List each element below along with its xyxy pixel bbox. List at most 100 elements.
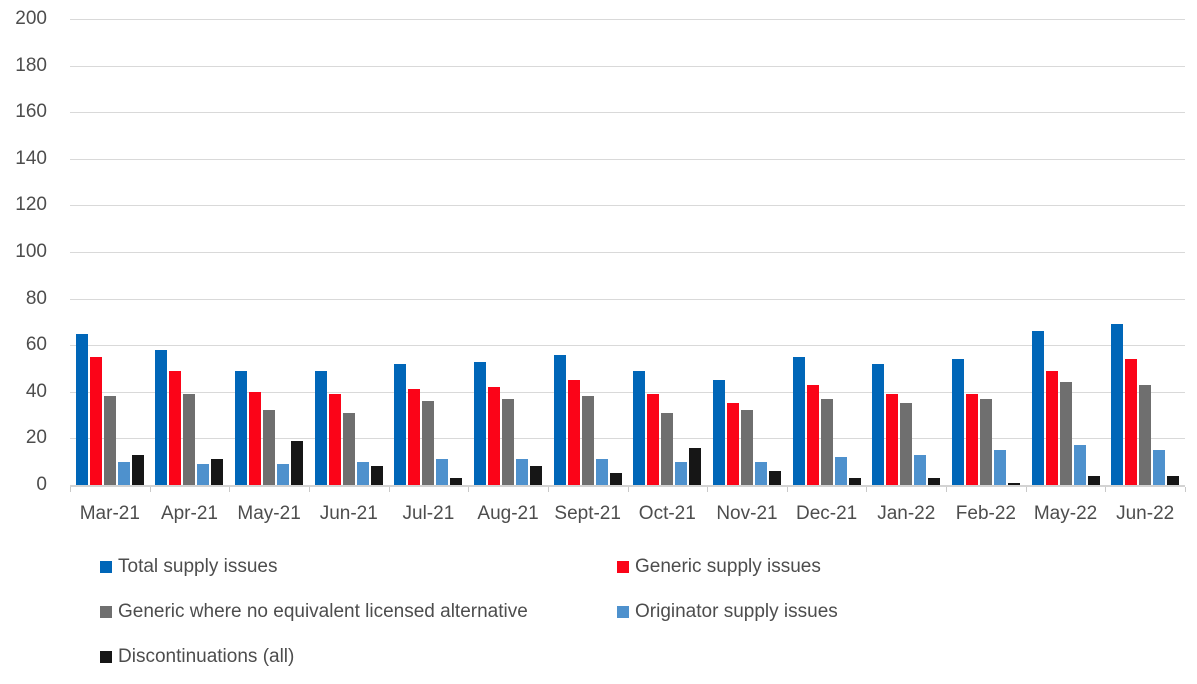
- bar: [211, 459, 224, 485]
- bar: [689, 448, 702, 485]
- y-tick-label: 120: [15, 194, 47, 216]
- legend-label: Originator supply issues: [635, 601, 838, 622]
- y-tick-label: 200: [15, 8, 47, 29]
- bar: [277, 464, 290, 485]
- x-axis-tick: [150, 487, 151, 492]
- y-tick-label: 140: [15, 147, 47, 169]
- y-tick-label: 40: [25, 380, 47, 402]
- x-axis-tick: [707, 487, 708, 492]
- bar: [488, 387, 501, 485]
- bar: [530, 466, 543, 485]
- gridline: [70, 19, 1185, 20]
- x-tick-label: Jun-21: [319, 503, 378, 524]
- bar-group: [1026, 19, 1106, 485]
- bar: [567, 380, 580, 485]
- bar: [661, 413, 674, 485]
- legend-label: Total supply issues: [118, 556, 278, 577]
- bar-group: [70, 19, 150, 485]
- x-tick-label: Feb-22: [955, 503, 1016, 524]
- bar: [993, 450, 1006, 485]
- x-tick-label: Dec-21: [795, 503, 858, 524]
- bar: [633, 371, 646, 485]
- legend-label: Discontinuations (all): [118, 646, 295, 667]
- gridline: [70, 65, 1185, 67]
- y-tick-label: 60: [25, 334, 47, 356]
- legend-item: Generic where no equivalent licensed alt…: [100, 601, 528, 623]
- x-axis-tick: [70, 487, 71, 492]
- x-tick-label: Jul-21: [402, 503, 455, 524]
- legend-item: Discontinuations (all): [100, 646, 294, 668]
- bar: [768, 471, 781, 485]
- y-tick-label: 80: [25, 287, 47, 309]
- bar: [979, 399, 992, 485]
- bar: [370, 466, 383, 485]
- bar-group: [468, 19, 548, 485]
- x-axis-tick: [1185, 487, 1186, 492]
- bar: [609, 473, 622, 485]
- x-axis-tick: [389, 487, 390, 492]
- y-axis: 0 20 40 60 80 100 120 140 160 180 200: [0, 0, 47, 684]
- x-axis-line: [70, 485, 1185, 487]
- bar: [872, 364, 885, 485]
- bar: [89, 357, 102, 485]
- y-tick-label: 0: [36, 474, 47, 495]
- legend-label: Generic supply issues: [635, 556, 821, 577]
- legend-swatch-icon: [100, 651, 112, 663]
- bar: [595, 459, 608, 485]
- bar: [553, 355, 566, 485]
- bar: [1139, 385, 1152, 485]
- legend-swatch-icon: [617, 561, 629, 573]
- bar: [886, 394, 899, 485]
- gridline: [70, 158, 1185, 160]
- x-tick-label: Mar-21: [79, 503, 140, 524]
- x-tick-label: Sept-21: [554, 503, 621, 524]
- bar-group: [707, 19, 787, 485]
- bar: [1059, 382, 1072, 485]
- bar: [1031, 331, 1044, 485]
- gridline: [70, 112, 1185, 114]
- gridline: [70, 345, 1185, 347]
- y-tick-label: 100: [15, 241, 47, 262]
- bar: [900, 403, 913, 485]
- bar: [422, 401, 435, 485]
- bar: [75, 334, 88, 485]
- legend-swatch-icon: [100, 561, 112, 573]
- legend-item: Originator supply issues: [617, 601, 838, 623]
- legend-swatch-icon: [617, 606, 629, 618]
- bar: [342, 413, 355, 485]
- bar: [1087, 476, 1100, 485]
- bar: [806, 385, 819, 485]
- bar: [235, 371, 248, 485]
- x-axis-tick: [229, 487, 230, 492]
- x-tick-label: May-22: [1033, 503, 1098, 524]
- bar: [291, 441, 304, 485]
- bar: [314, 371, 327, 485]
- bar: [1045, 371, 1058, 485]
- bar: [249, 392, 262, 485]
- x-tick-label: Nov-21: [716, 503, 778, 524]
- x-axis-tick: [309, 487, 310, 492]
- bar-group: [309, 19, 389, 485]
- gridline: [70, 252, 1185, 253]
- x-axis-tick: [548, 487, 549, 492]
- x-axis-tick: [787, 487, 788, 492]
- bar: [197, 464, 210, 485]
- gridline: [70, 391, 1185, 393]
- x-tick-label: Aug-21: [477, 503, 539, 524]
- bar: [726, 403, 739, 485]
- bar-group: [866, 19, 946, 485]
- bar: [754, 462, 767, 485]
- bar: [436, 459, 449, 485]
- bar: [502, 399, 515, 485]
- x-axis-tick: [946, 487, 947, 492]
- bar: [103, 396, 116, 485]
- x-tick-label: Oct-21: [638, 503, 696, 524]
- bar: [516, 459, 529, 485]
- bar: [183, 394, 196, 485]
- bar: [117, 462, 130, 485]
- plot-area: [70, 19, 1186, 492]
- bar: [328, 394, 341, 485]
- bar: [581, 396, 594, 485]
- bar-group: [389, 19, 469, 485]
- bar: [155, 350, 168, 485]
